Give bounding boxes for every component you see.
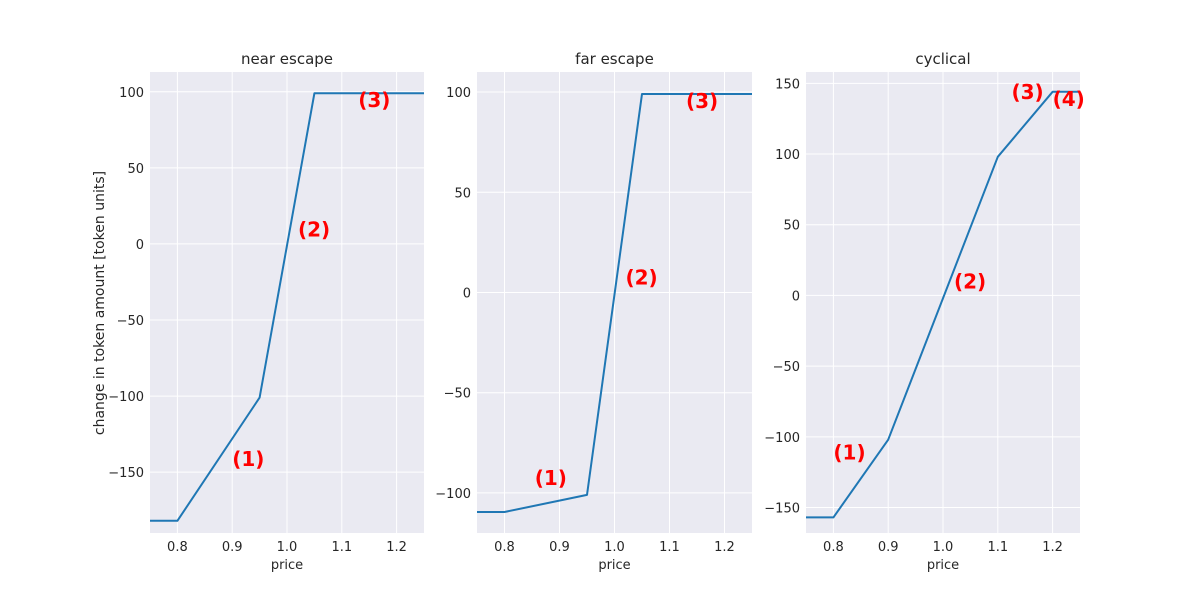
y-tick-label: 100 xyxy=(446,86,471,101)
subplot-title: cyclical xyxy=(915,50,970,68)
y-tick-label: 0 xyxy=(136,238,144,253)
x-tick-label: 0.9 xyxy=(549,540,570,555)
y-tick-label: 0 xyxy=(463,286,471,301)
x-tick-label: 1.1 xyxy=(331,540,352,555)
x-tick-label: 0.8 xyxy=(823,540,844,555)
x-tick-label: 0.9 xyxy=(878,540,899,555)
y-tick-label: −50 xyxy=(773,360,800,375)
series-line xyxy=(477,93,752,513)
y-tick-label: 100 xyxy=(775,148,800,163)
y-tick-label: −150 xyxy=(764,502,800,517)
subplot-1: 0.8 0.9 1.0 1.1 1.2 −150 −100 −50 0 50 100 near esc… xyxy=(108,50,424,573)
y-tick-label: 50 xyxy=(127,162,144,177)
region-annotation: (3) xyxy=(1012,80,1044,104)
y-tick-label: 0 xyxy=(792,289,800,304)
subplot-2: 0.8 0.9 1.0 1.1 1.2 −100 −50 0 50 100 far escape pr… xyxy=(435,50,752,573)
y-tick-label: −100 xyxy=(764,431,800,446)
region-annotation: (2) xyxy=(626,265,658,289)
y-tick-label: −50 xyxy=(117,314,144,329)
subplot-title: far escape xyxy=(575,50,654,68)
region-annotation: (2) xyxy=(954,269,986,293)
region-annotation: (3) xyxy=(686,89,718,113)
x-tick-label: 0.8 xyxy=(494,540,515,555)
y-tick-label: 100 xyxy=(119,86,144,101)
y-tick-label: −150 xyxy=(108,466,144,481)
region-annotation: (1) xyxy=(535,466,567,490)
y-tick-label: 50 xyxy=(454,186,471,201)
x-axis-label: price xyxy=(598,558,630,573)
subplot-3: 0.8 0.9 1.0 1.1 1.2 −150 −100 −50 0 50 100 150 cycli… xyxy=(764,50,1085,573)
series-line xyxy=(150,92,424,522)
x-tick-label: 1.2 xyxy=(386,540,407,555)
series-line xyxy=(806,90,1080,519)
x-tick-label: 0.8 xyxy=(167,540,188,555)
x-axis-label: price xyxy=(271,558,303,573)
x-tick-label: 1.2 xyxy=(714,540,735,555)
y-tick-label: −50 xyxy=(444,387,471,402)
x-axis-label: price xyxy=(927,558,959,573)
x-tick-label: 1.0 xyxy=(604,540,625,555)
shared-y-axis-label: change in token amount [token units] xyxy=(92,171,108,435)
x-tick-label: 1.1 xyxy=(987,540,1008,555)
y-tick-label: 150 xyxy=(775,77,800,92)
x-tick-label: 1.0 xyxy=(277,540,298,555)
y-tick-label: 50 xyxy=(783,219,800,234)
region-annotation: (2) xyxy=(298,217,330,241)
region-annotation: (4) xyxy=(1053,87,1085,111)
x-tick-label: 1.1 xyxy=(659,540,680,555)
region-annotation: (1) xyxy=(232,447,264,471)
x-tick-label: 1.2 xyxy=(1042,540,1063,555)
x-tick-label: 1.0 xyxy=(933,540,954,555)
region-annotation: (3) xyxy=(358,88,390,112)
subplot-title: near escape xyxy=(241,50,333,68)
region-annotation: (1) xyxy=(833,440,865,464)
y-tick-label: −100 xyxy=(435,487,471,502)
x-tick-label: 0.9 xyxy=(222,540,243,555)
y-tick-label: −100 xyxy=(108,390,144,405)
